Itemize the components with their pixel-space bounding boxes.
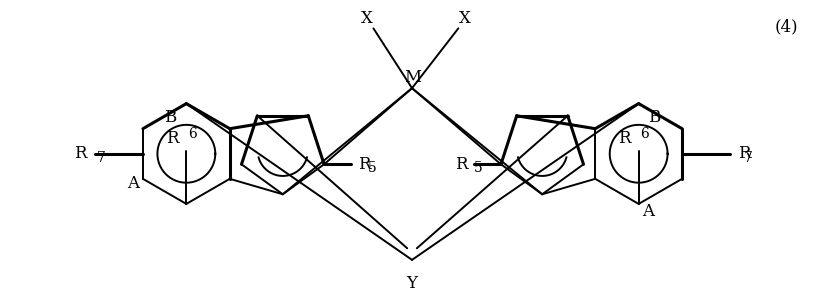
Text: 7: 7: [97, 151, 106, 165]
Text: 5: 5: [474, 161, 483, 175]
Text: R: R: [74, 145, 87, 162]
Text: R: R: [166, 130, 179, 147]
Text: 6: 6: [640, 128, 649, 141]
Text: A: A: [643, 203, 654, 220]
Text: B: B: [164, 109, 177, 126]
Text: 6: 6: [188, 128, 197, 141]
Text: X: X: [460, 10, 471, 27]
Text: R: R: [455, 156, 467, 173]
Text: 7: 7: [744, 151, 752, 165]
Text: X: X: [361, 10, 373, 27]
Text: 5: 5: [367, 161, 376, 175]
Text: B: B: [648, 109, 661, 126]
Text: R: R: [358, 156, 370, 173]
Text: A: A: [127, 175, 139, 192]
Text: M: M: [404, 69, 422, 86]
Text: R: R: [738, 145, 751, 162]
Text: R: R: [619, 130, 631, 147]
Text: Y: Y: [407, 275, 417, 292]
Text: (4): (4): [775, 19, 798, 36]
